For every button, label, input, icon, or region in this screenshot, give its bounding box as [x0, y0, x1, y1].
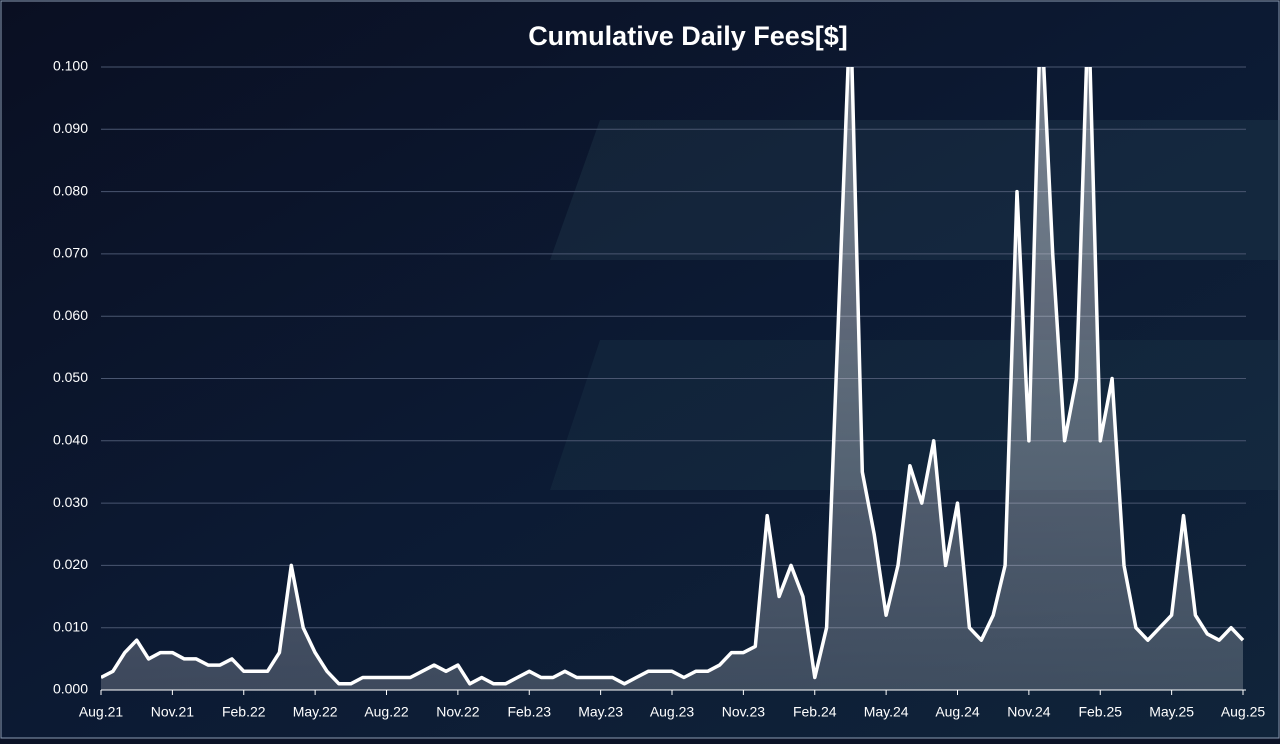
x-tick-label: Nov.24 [1007, 704, 1051, 720]
y-tick-label: 0.100 [53, 58, 88, 74]
x-tick-label: Nov.22 [436, 704, 480, 720]
x-tick-label: Nov.23 [722, 704, 766, 720]
line [101, 67, 1245, 686]
x-tick-label: Feb.23 [507, 704, 551, 720]
y-tick-label: 0.050 [53, 369, 88, 385]
x-tick-label: May.23 [578, 704, 623, 720]
y-tick-label: 0.030 [53, 494, 88, 510]
x-tick-label: Nov.21 [151, 704, 195, 720]
x-tick-label: Feb.22 [222, 704, 266, 720]
y-tick-label: 0.070 [53, 245, 88, 261]
x-tick-label: Aug.25 [1221, 704, 1266, 720]
x-tick-label: Aug.22 [364, 704, 409, 720]
x-tick-label: Aug.21 [79, 704, 124, 720]
y-tick-label: 0.090 [53, 120, 88, 136]
bg-shape [550, 340, 1280, 490]
chart-title: Cumulative Daily Fees[$] [528, 21, 848, 51]
y-tick-label: 0.020 [53, 556, 88, 572]
y-tick-label: 0.000 [53, 681, 88, 697]
x-tick-label: Aug.23 [650, 704, 695, 720]
x-tick-label: Aug.24 [935, 704, 980, 720]
x-tick-label: Feb.25 [1078, 704, 1122, 720]
y-tick-label: 0.010 [53, 618, 88, 634]
x-tick-label: Feb.24 [793, 704, 837, 720]
y-tick-label: 0.040 [53, 432, 88, 448]
bg-shape [550, 120, 1280, 260]
x-tick-label: May.25 [1149, 704, 1194, 720]
x-tick-label: May.24 [864, 704, 909, 720]
x-tick-label: May.22 [293, 704, 338, 720]
y-tick-label: 0.060 [53, 307, 88, 323]
y-tick-label: 0.080 [53, 182, 88, 198]
area [101, 67, 1243, 690]
